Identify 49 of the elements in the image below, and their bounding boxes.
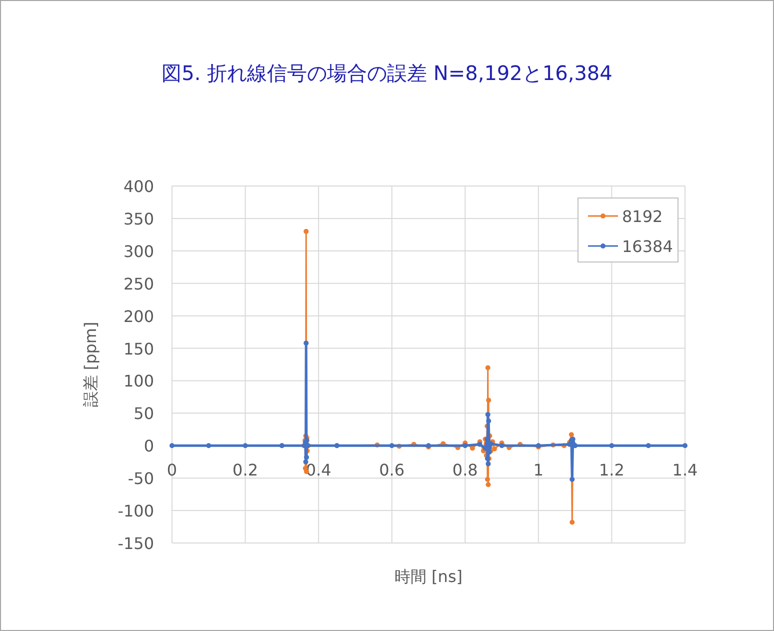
point (570, 476, 575, 482)
y-axis-title: 誤差 [ppm] (81, 322, 100, 408)
point (242, 443, 248, 448)
x-tick-label: 0.8 (452, 460, 478, 480)
point (486, 461, 491, 466)
point (499, 443, 504, 448)
x-tick-label: 0.2 (232, 460, 258, 480)
point (570, 520, 575, 525)
x-tick-label: 0 (166, 460, 178, 480)
legend-label: 8192 (622, 207, 663, 226)
point (484, 476, 490, 482)
x-tick-label: 1.2 (598, 460, 624, 480)
y-tick-label: 50 (134, 404, 154, 424)
y-tick-label: -150 (118, 534, 154, 553)
point (462, 443, 468, 448)
point (477, 442, 482, 447)
x-tick-label: 1.4 (672, 460, 698, 480)
point (206, 443, 212, 448)
x-tick-label: 1 (533, 460, 544, 480)
y-tick-label: 400 (123, 177, 154, 196)
point (646, 443, 651, 448)
y-tick-label: 150 (123, 339, 154, 358)
x-axis-title: 時間 [ns] (394, 567, 463, 586)
point (304, 340, 309, 346)
point (485, 412, 490, 417)
point (485, 365, 490, 370)
y-tick-label: 100 (123, 372, 154, 391)
point (486, 482, 491, 488)
y-tick-label: 300 (123, 242, 154, 261)
legend-label: 16384 (622, 237, 673, 256)
point (304, 454, 309, 460)
point (492, 446, 497, 452)
point (568, 432, 574, 438)
y-tick-label: 200 (123, 306, 154, 326)
point (486, 398, 492, 403)
point (609, 443, 614, 448)
point (304, 228, 309, 234)
chart-title: 図5. 折れ線信号の場合の誤差 N=8,192と16,384 (162, 61, 612, 85)
point (470, 446, 475, 451)
point (486, 418, 492, 424)
y-tick-label: -50 (128, 469, 154, 488)
y-tick-label: 0 (144, 436, 154, 456)
y-tick-label: 250 (123, 274, 154, 294)
y-tick-label: 350 (123, 209, 154, 228)
point (389, 443, 394, 448)
point (170, 443, 174, 448)
x-tick-label: 0.6 (379, 460, 405, 480)
y-tick-label: -100 (118, 502, 154, 521)
point (682, 443, 688, 448)
